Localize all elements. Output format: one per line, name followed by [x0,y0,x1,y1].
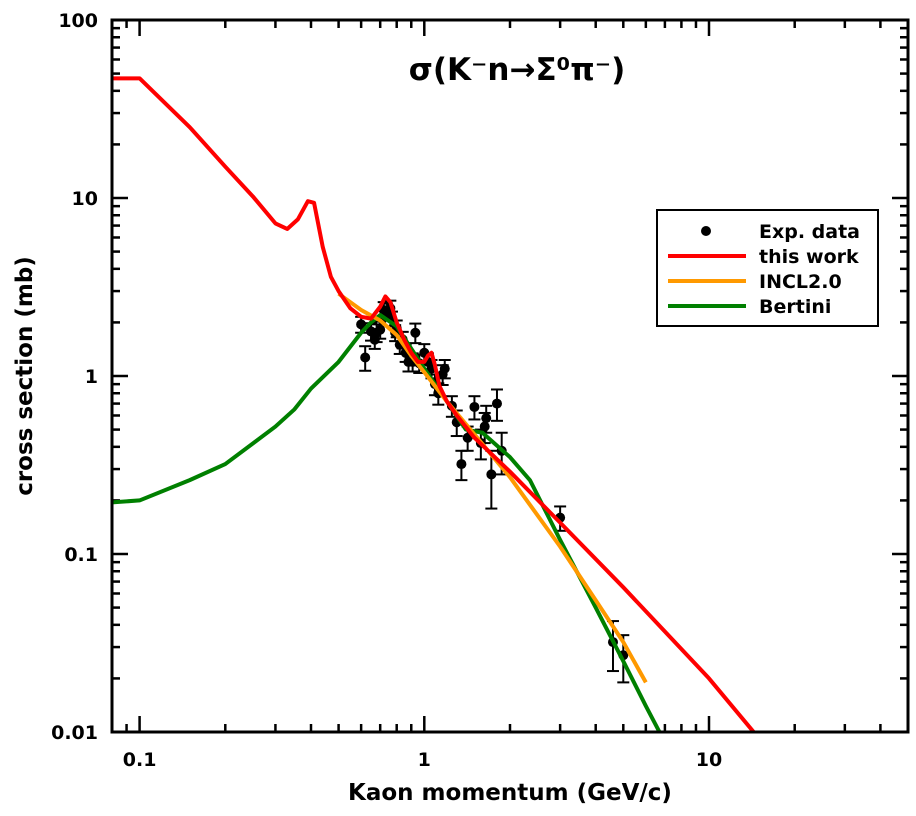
data-marker [469,402,479,412]
legend-marker [701,226,711,236]
x-tick-label: 10 [696,749,722,771]
plot-frame [112,20,908,732]
exp-data-point [359,346,371,371]
chart-title: σ(K⁻n→Σ⁰π⁻) [409,52,626,88]
y-tick-label: 10 [72,188,98,210]
data-marker [456,459,466,469]
legend: Exp. data this work INCL2.0 Bertini [657,210,878,326]
series-line-this-work [112,78,755,733]
legend-label: Bertini [759,296,831,318]
data-marker [480,422,490,432]
y-tick-label: 0.1 [64,544,98,566]
exp-data-point [409,324,421,344]
legend-label: Exp. data [759,221,860,243]
data-marker [360,353,370,363]
y-tick-label: 100 [58,10,98,32]
data-marker [440,364,450,374]
data-marker [492,399,502,409]
data-marker [486,469,496,479]
x-axis-label: Kaon momentum (GeV/c) [348,780,672,806]
data-marker [410,328,420,338]
y-axis-label: cross section (mb) [12,256,38,496]
exp-data-point [455,451,467,480]
y-tick-label: 1 [85,366,98,388]
series-line-bertini [112,315,659,732]
data-marker [481,413,491,423]
cross-section-chart: 0.1 1 10 0.01 0.1 1 10 100 σ(K⁻n→Σ⁰π⁻) Kaon mom… [0,0,916,816]
exp-data-point [491,389,503,420]
x-tick-label: 1 [418,749,431,771]
exp-data-point [468,396,480,419]
x-tick-label: 0.1 [123,749,157,771]
axis-ticks [112,20,908,732]
legend-label: INCL2.0 [759,271,842,293]
y-tick-label: 0.01 [51,722,98,744]
data-series [112,78,755,733]
legend-label: this work [759,246,859,268]
